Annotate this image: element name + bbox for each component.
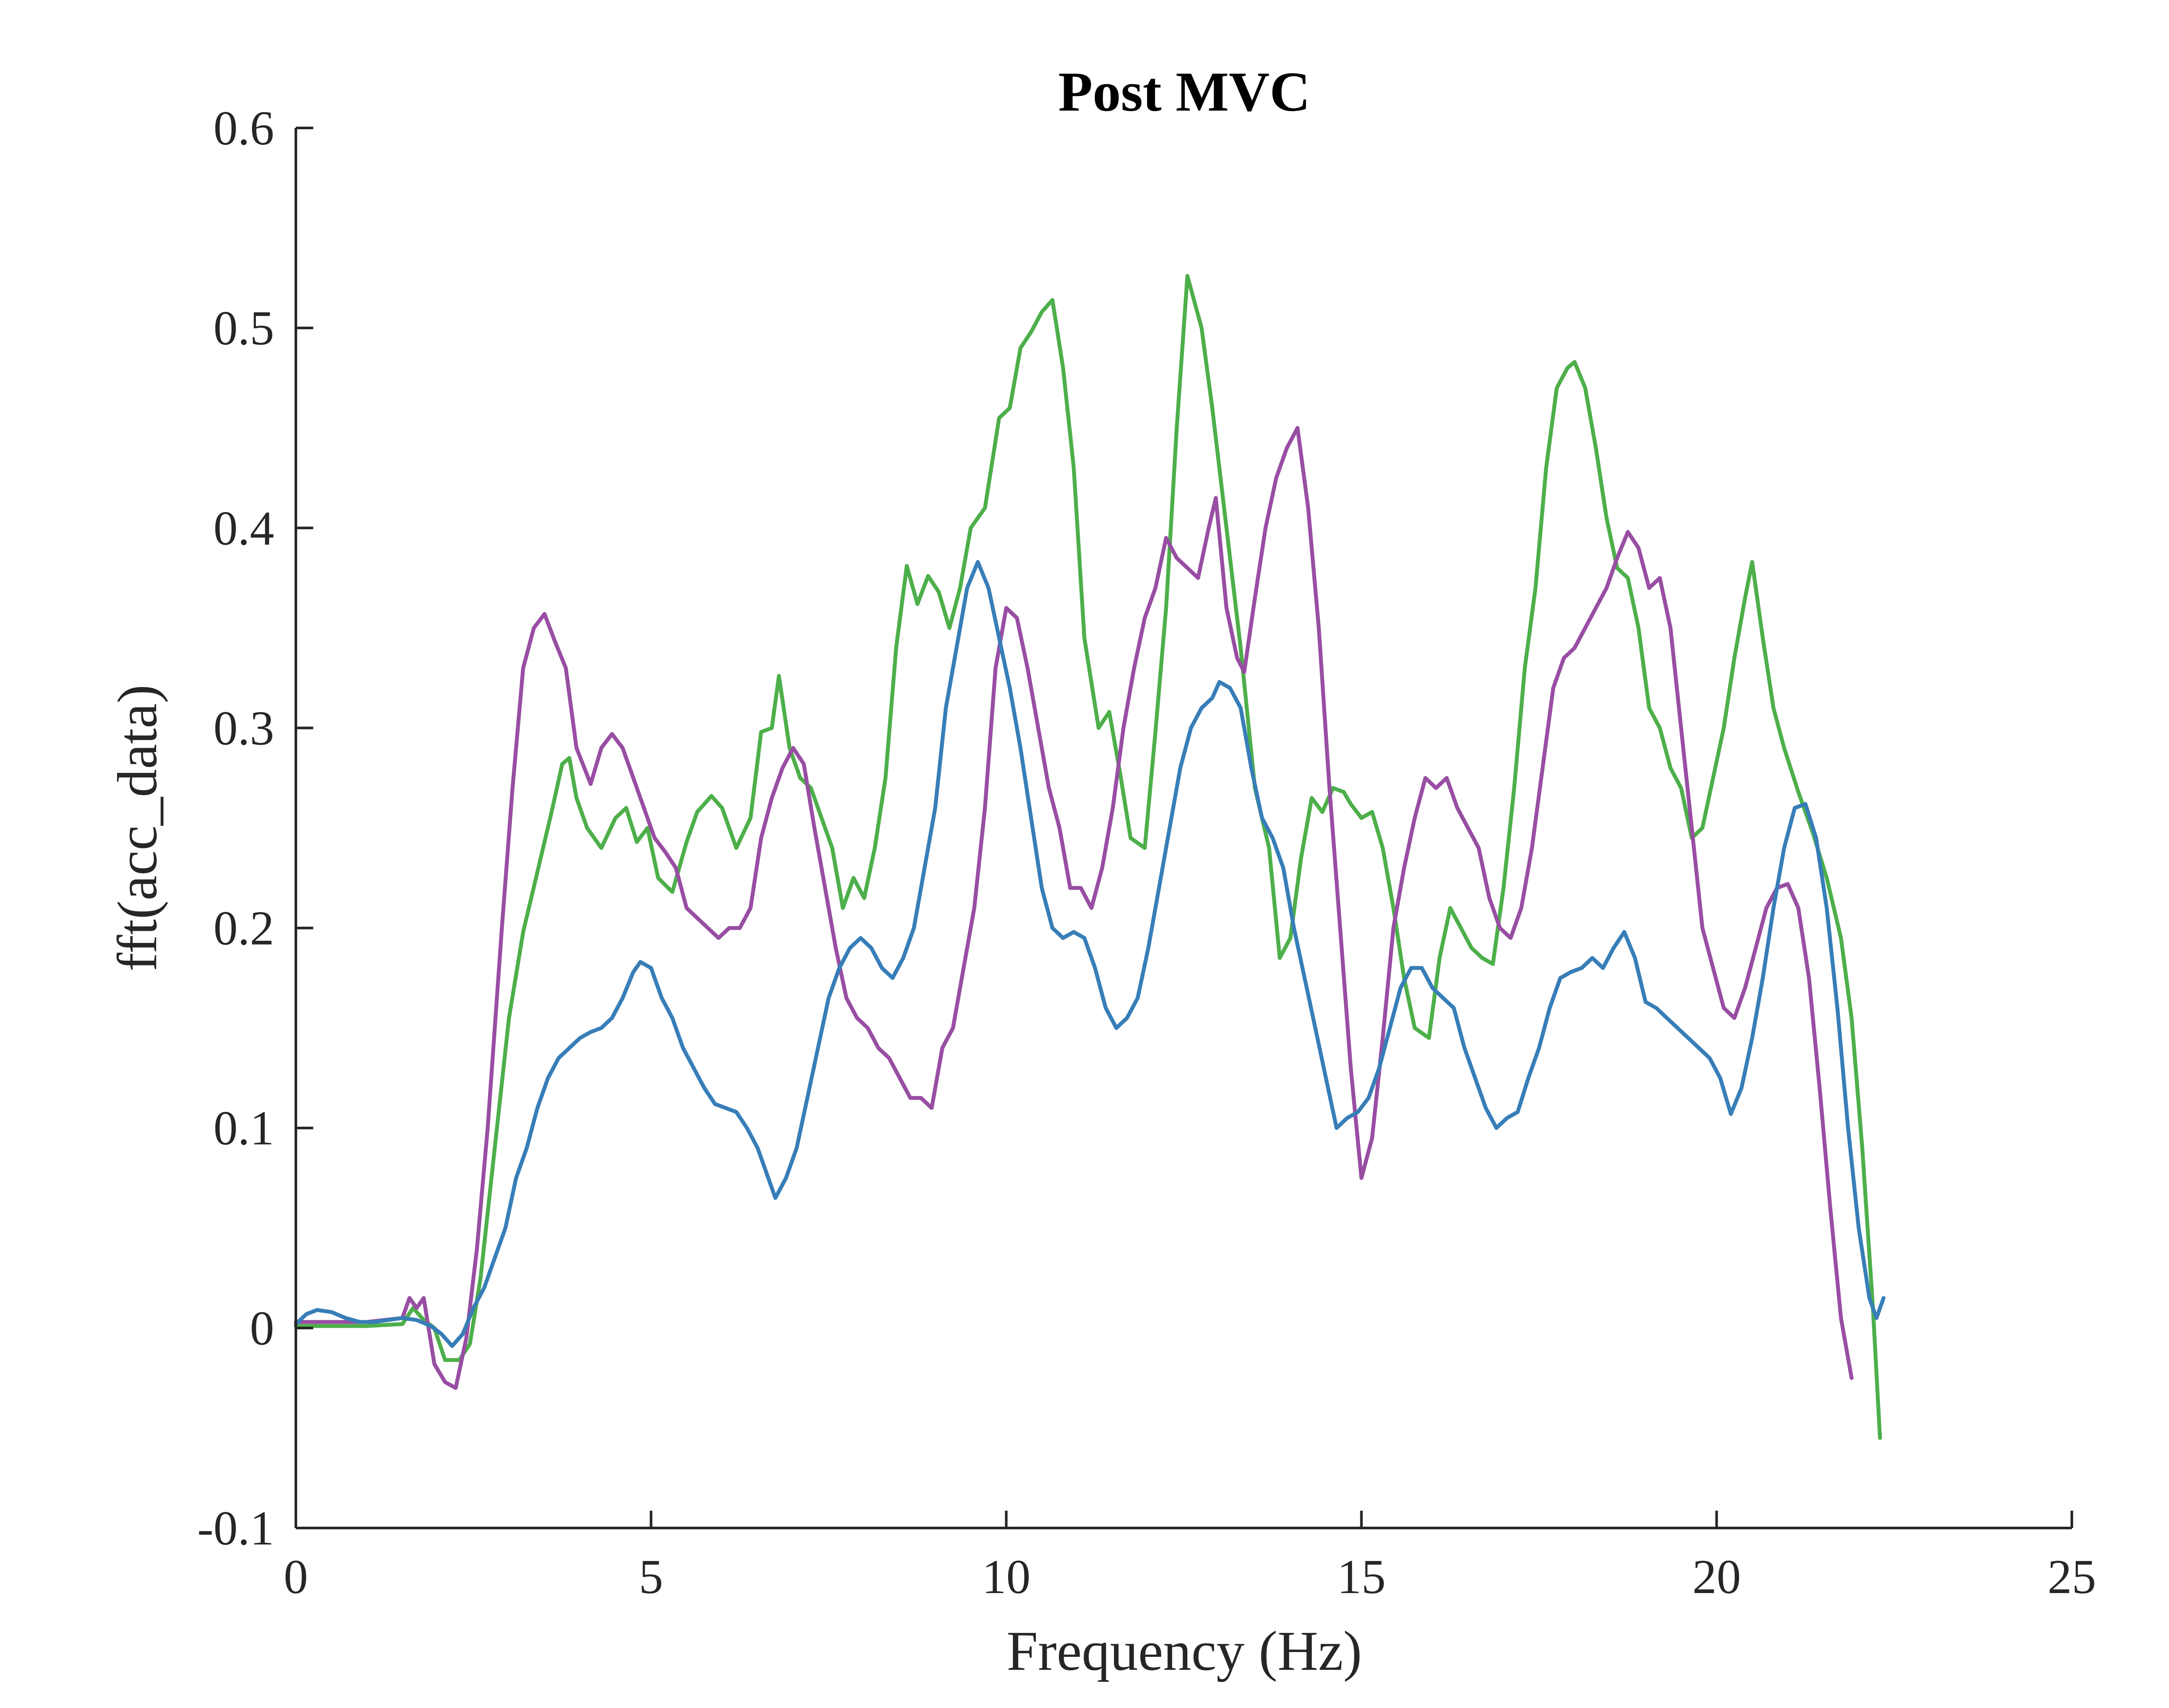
x-axis-label: Frequency (Hz): [1006, 1620, 1362, 1682]
series-layer: [294, 274, 1886, 1440]
x-tick-label: 10: [982, 1550, 1031, 1604]
y-tick-label: 0: [250, 1302, 274, 1355]
x-tick-label: 5: [639, 1550, 663, 1604]
y-tick-label: -0.1: [197, 1502, 274, 1555]
y-axis-label: fft(acc_data): [106, 684, 169, 972]
series-line-3: [294, 560, 1886, 1348]
y-tick-label: 0.1: [213, 1102, 274, 1155]
series-line-2: [294, 426, 1854, 1390]
y-tick-label: 0.6: [213, 101, 274, 155]
y-tick-label: 0.5: [213, 301, 274, 355]
x-tick-label: 0: [284, 1550, 308, 1604]
series-line-1: [294, 274, 1882, 1440]
y-tick-label: 0.4: [213, 501, 274, 555]
y-axis-ticks: -0.1 0 0.1 0.2 0.3 0.4 0.5 0.6: [197, 101, 313, 1555]
y-tick-label: 0.2: [213, 902, 274, 955]
x-tick-label: 15: [1337, 1550, 1386, 1604]
chart-title: Post MVC: [1058, 61, 1310, 123]
x-axis-ticks: 0 5 10 15 20 25: [284, 1511, 2096, 1604]
y-tick-label: 0.3: [213, 701, 274, 755]
x-tick-label: 20: [1692, 1550, 1741, 1604]
x-tick-label: 25: [2048, 1550, 2096, 1604]
